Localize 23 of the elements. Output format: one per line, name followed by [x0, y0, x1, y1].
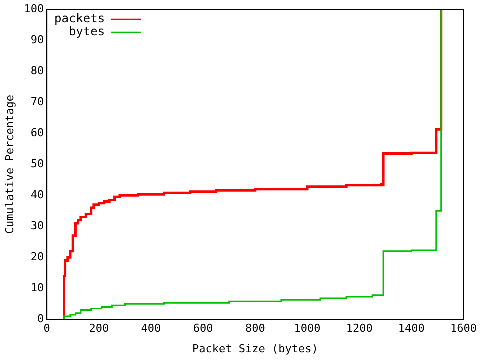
x-tick-label: 600 [193, 322, 214, 336]
x-tick-label: 1600 [450, 322, 478, 336]
x-tick-label: 200 [89, 322, 110, 336]
y-tick-label: 0 [37, 312, 44, 326]
y-tick-label: 10 [30, 281, 44, 294]
x-axis-title: Packet Size (bytes) [192, 342, 318, 356]
x-tick-label: 1000 [294, 322, 321, 336]
legend-label: packets [54, 12, 106, 26]
y-axis-title: Cumulative Percentage [3, 95, 16, 234]
y-tick-label: 100 [24, 2, 44, 16]
y-tick-label: 30 [30, 219, 44, 232]
y-tick-label: 60 [30, 126, 44, 140]
y-tick-label: 80 [30, 64, 44, 78]
y-tick-label: 40 [30, 188, 44, 202]
x-tick-label: 400 [141, 322, 162, 336]
x-tick-label: 1400 [398, 322, 425, 336]
y-tick-label: 90 [30, 33, 44, 46]
y-tick-label: 50 [30, 157, 44, 170]
x-tick-label: 1200 [346, 322, 373, 336]
x-tick-label: 800 [245, 322, 266, 336]
y-tick-label: 70 [30, 95, 44, 108]
legend-label: bytes [68, 24, 106, 39]
y-tick-label: 20 [30, 250, 44, 264]
